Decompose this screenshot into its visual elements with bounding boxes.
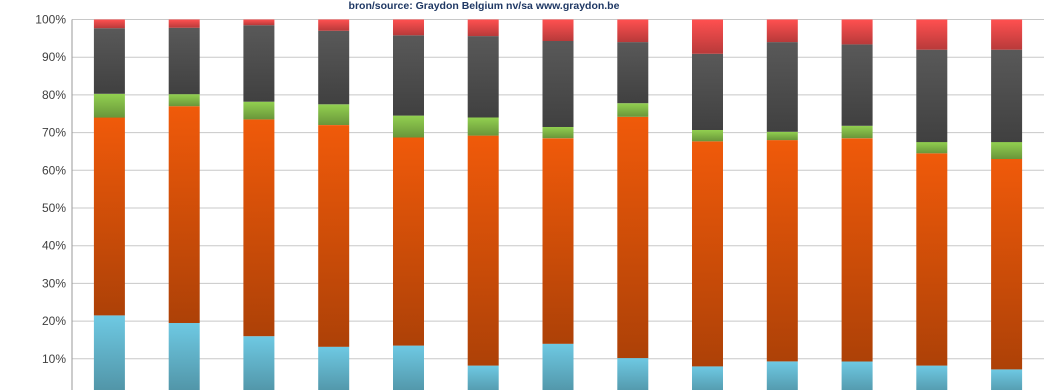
bar-segment bbox=[766, 42, 798, 132]
y-tick-label: 10% bbox=[42, 352, 66, 366]
y-tick-label: 100% bbox=[35, 13, 66, 27]
bar-segment bbox=[93, 19, 125, 29]
bar-segment bbox=[318, 125, 350, 347]
y-tick-label: 30% bbox=[42, 276, 66, 290]
y-tick-label: 70% bbox=[42, 126, 66, 140]
y-tick-label: 50% bbox=[42, 201, 66, 215]
bar-segment bbox=[991, 19, 1023, 50]
bar-segment bbox=[841, 19, 873, 45]
bar-segment bbox=[93, 315, 125, 390]
bar-segment bbox=[318, 346, 350, 390]
bar-segment bbox=[617, 358, 649, 390]
bar-segment bbox=[393, 19, 424, 36]
bar-segment bbox=[542, 41, 574, 127]
bar-segment bbox=[766, 131, 798, 141]
bar-segment bbox=[542, 138, 574, 344]
bar-segment bbox=[916, 153, 948, 366]
bar-segment bbox=[991, 142, 1023, 159]
bar-segment bbox=[617, 19, 649, 43]
bar-segment bbox=[243, 336, 275, 390]
bar-segment bbox=[766, 19, 798, 43]
bar-segment bbox=[692, 366, 723, 390]
bar-segment bbox=[243, 119, 275, 337]
bar-segment bbox=[916, 19, 948, 50]
bar-segment bbox=[916, 142, 948, 154]
bar-segment bbox=[393, 137, 424, 346]
bar-segment bbox=[467, 19, 499, 37]
bar-segment bbox=[393, 115, 424, 138]
y-tick-label: 90% bbox=[42, 50, 66, 64]
bar-segment bbox=[93, 93, 125, 118]
bar-segment bbox=[991, 159, 1023, 370]
bar-segment bbox=[393, 35, 424, 116]
bar-segment bbox=[916, 49, 948, 143]
bar-segment bbox=[692, 53, 723, 130]
bar-segment bbox=[467, 135, 499, 366]
bar-segment bbox=[841, 138, 873, 362]
bar-segment bbox=[467, 36, 499, 118]
bar-segment bbox=[168, 19, 200, 28]
bar-segment bbox=[318, 19, 350, 31]
bar-segment bbox=[617, 42, 649, 104]
bar-segment bbox=[243, 25, 275, 102]
bar-segment bbox=[991, 369, 1023, 390]
bar-segment bbox=[692, 141, 723, 367]
y-axis-ticks: 0%10%20%30%40%50%60%70%80%90%100% bbox=[35, 13, 66, 390]
bar-segment bbox=[916, 365, 948, 390]
bar-segment bbox=[542, 126, 574, 139]
bar-segment bbox=[617, 116, 649, 359]
y-tick-label: 20% bbox=[42, 314, 66, 328]
bar-segment bbox=[243, 101, 275, 120]
bar-segment bbox=[318, 30, 350, 105]
bar-segment bbox=[168, 27, 200, 95]
bar-segment bbox=[991, 49, 1023, 143]
bar-segment bbox=[168, 94, 200, 107]
bar-segment bbox=[766, 361, 798, 390]
bar-segment bbox=[841, 361, 873, 390]
bar-segment bbox=[93, 28, 125, 94]
bar-segment bbox=[692, 19, 723, 54]
y-tick-label: 60% bbox=[42, 163, 66, 177]
bar-segment bbox=[692, 130, 723, 142]
bar-segment bbox=[617, 103, 649, 117]
bar-segment bbox=[243, 19, 275, 26]
bar-segment bbox=[841, 125, 873, 139]
bars bbox=[93, 19, 1023, 390]
bar-segment bbox=[766, 140, 798, 362]
bar-segment bbox=[467, 117, 499, 136]
bar-segment bbox=[841, 44, 873, 126]
bar-segment bbox=[93, 117, 125, 316]
y-tick-label: 40% bbox=[42, 239, 66, 253]
bar-segment bbox=[168, 323, 200, 390]
source-caption: bron/source: Graydon Belgium nv/sa www.g… bbox=[349, 0, 620, 12]
bar-segment bbox=[542, 343, 574, 390]
y-tick-label: 80% bbox=[42, 88, 66, 102]
bar-segment bbox=[393, 345, 424, 390]
bar-segment bbox=[542, 19, 574, 41]
bar-segment bbox=[318, 104, 350, 125]
bar-segment bbox=[467, 365, 499, 390]
bar-segment bbox=[168, 106, 200, 323]
